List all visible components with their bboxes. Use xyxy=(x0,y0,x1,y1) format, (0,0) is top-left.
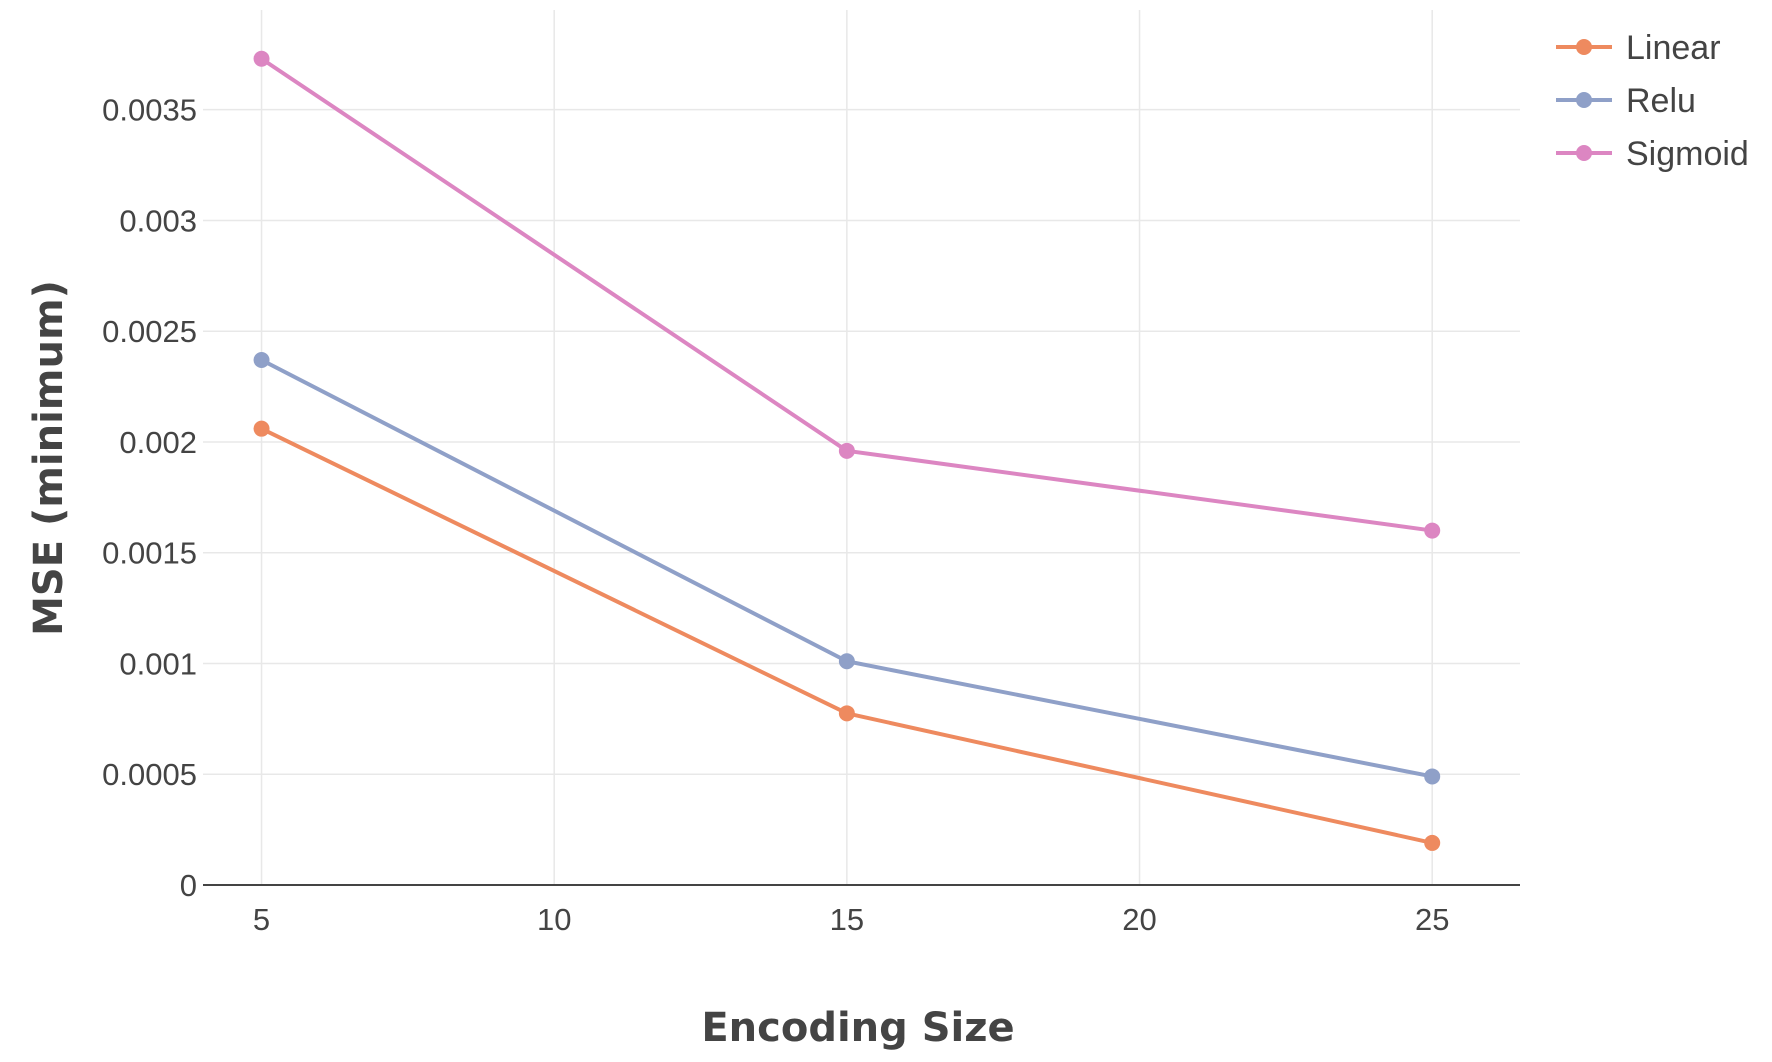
legend-label: Sigmoid xyxy=(1626,135,1749,173)
y-tick-label: 0.003 xyxy=(119,203,197,238)
y-axis-title: MSE (minimum) xyxy=(26,280,72,636)
data-point[interactable] xyxy=(1424,522,1441,539)
legend-label: Linear xyxy=(1626,29,1721,67)
x-tick-label: 25 xyxy=(1415,902,1449,937)
y-tick-labels: 0 0.0005 0.001 0.0015 0.002 0.0025 0.003 0.0035 xyxy=(102,93,197,903)
legend-item-sigmoid[interactable]: Sigmoid xyxy=(1556,135,1749,173)
data-point[interactable] xyxy=(1424,768,1441,785)
y-tick-label: 0.0015 xyxy=(102,536,197,571)
series-relu xyxy=(253,352,1441,785)
y-tick-label: 0.002 xyxy=(119,425,197,460)
x-tick-label: 10 xyxy=(537,902,571,937)
x-tick-label: 20 xyxy=(1122,902,1156,937)
legend[interactable]: Linear Relu Sigmoid xyxy=(1556,29,1749,173)
data-point[interactable] xyxy=(838,653,855,670)
legend-marker xyxy=(1576,92,1592,108)
legend-item-relu[interactable]: Relu xyxy=(1556,82,1696,120)
y-tick-label: 0.0035 xyxy=(102,93,197,128)
data-point[interactable] xyxy=(838,442,855,459)
series-layer xyxy=(253,50,1441,851)
y-tick-label: 0.0025 xyxy=(102,314,197,349)
series-sigmoid xyxy=(253,50,1441,539)
legend-marker xyxy=(1576,39,1592,55)
legend-marker xyxy=(1576,145,1592,161)
y-gridlines xyxy=(203,108,1520,775)
y-tick-label: 0.001 xyxy=(119,646,197,681)
legend-item-linear[interactable]: Linear xyxy=(1556,29,1721,67)
data-point[interactable] xyxy=(1424,834,1441,851)
x-axis-title: Encoding Size xyxy=(701,1005,1014,1051)
x-tick-label: 5 xyxy=(253,902,270,937)
data-point[interactable] xyxy=(253,420,270,437)
data-point[interactable] xyxy=(838,705,855,722)
x-tick-label: 15 xyxy=(830,902,864,937)
data-point[interactable] xyxy=(253,352,270,368)
data-point[interactable] xyxy=(253,50,270,67)
y-tick-label: 0 xyxy=(180,868,197,903)
y-tick-label: 0.0005 xyxy=(102,757,197,792)
series-linear xyxy=(253,420,1441,851)
legend-label: Relu xyxy=(1626,82,1696,120)
x-tick-labels: 5 10 15 20 25 xyxy=(253,902,1450,937)
